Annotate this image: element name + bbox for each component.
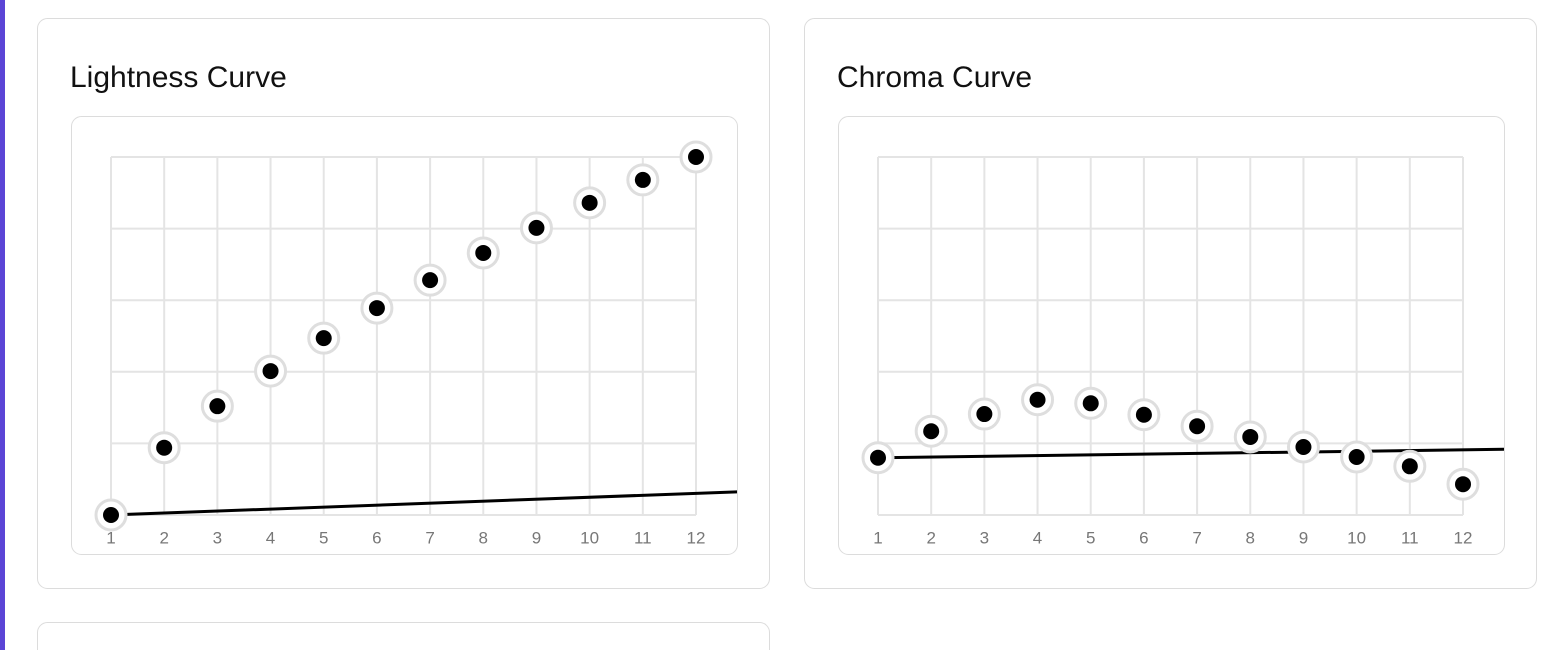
point: [1393, 449, 1427, 483]
x-tick-label: 3: [213, 528, 222, 547]
point: [914, 414, 948, 448]
x-tick-label: 6: [1139, 528, 1148, 547]
point-dot: [156, 439, 173, 456]
point-dot: [1189, 418, 1206, 435]
sidebar-edge: [0, 0, 5, 650]
point-dot: [976, 406, 993, 423]
point: [1233, 420, 1267, 454]
point: [1286, 430, 1320, 464]
point-dot: [262, 363, 279, 380]
x-tick-label: 10: [580, 528, 599, 547]
point: [519, 211, 553, 245]
x-tick-label: 1: [873, 528, 882, 547]
point: [573, 186, 607, 220]
point: [307, 321, 341, 355]
point-dot: [1455, 476, 1471, 493]
point: [1074, 386, 1108, 420]
x-tick-label: 12: [1454, 528, 1473, 547]
x-tick-label: 2: [159, 528, 168, 547]
x-tick-label: 9: [1299, 528, 1308, 547]
x-tick-label: 10: [1347, 528, 1366, 547]
plot-box: [838, 116, 1505, 555]
card: [37, 622, 770, 650]
point-dot: [634, 171, 651, 188]
x-tick-label: 9: [532, 528, 541, 547]
point: [254, 354, 288, 388]
point-dot: [1029, 391, 1046, 408]
point-dot: [103, 507, 119, 523]
point-dot: [923, 423, 940, 440]
point: [466, 236, 500, 270]
point-dot: [422, 272, 439, 289]
point-dot: [1082, 395, 1099, 412]
point: [967, 397, 1001, 431]
x-tick-label: 12: [687, 528, 706, 547]
point-dot: [475, 244, 492, 261]
point: [1446, 467, 1480, 501]
x-tick-label: 3: [980, 528, 989, 547]
x-tick-label: 8: [479, 528, 488, 547]
point: [1127, 398, 1161, 432]
point: [1021, 383, 1055, 417]
x-tick-label: 5: [319, 528, 328, 547]
point: [360, 291, 394, 325]
point-dot: [1401, 458, 1418, 475]
point: [200, 389, 234, 423]
point: [626, 163, 660, 197]
point: [94, 498, 128, 532]
point-dot: [870, 449, 886, 466]
point-dot: [688, 149, 704, 165]
x-tick-label: 4: [1033, 528, 1042, 547]
x-tick-label: 11: [634, 528, 652, 547]
x-tick-label: 4: [266, 528, 275, 547]
point-dot: [528, 219, 545, 236]
point: [1180, 409, 1214, 443]
point-dot: [1242, 428, 1259, 445]
point: [1340, 440, 1374, 474]
point-dot: [368, 300, 385, 317]
x-tick-label: 1: [106, 528, 115, 547]
point-dot: [315, 330, 332, 347]
point-dot: [1348, 449, 1365, 466]
chart-title: Chroma Curve: [837, 61, 1032, 94]
x-tick-label: 2: [926, 528, 935, 547]
point-dot: [581, 194, 598, 211]
x-tick-label: 7: [425, 528, 434, 547]
plot-box: [71, 116, 738, 555]
point: [147, 431, 181, 465]
x-tick-label: 7: [1192, 528, 1201, 547]
x-tick-label: 6: [372, 528, 381, 547]
point-dot: [209, 398, 226, 415]
x-tick-label: 5: [1086, 528, 1095, 547]
trend-line: [110, 489, 737, 517]
x-tick-label: 11: [1401, 528, 1419, 547]
chart-title: Lightness Curve: [70, 61, 287, 94]
point: [413, 263, 447, 297]
x-tick-label: 8: [1246, 528, 1255, 547]
point-dot: [1135, 406, 1152, 423]
point: [679, 140, 713, 174]
point-dot: [1295, 438, 1312, 455]
point: [861, 441, 895, 475]
